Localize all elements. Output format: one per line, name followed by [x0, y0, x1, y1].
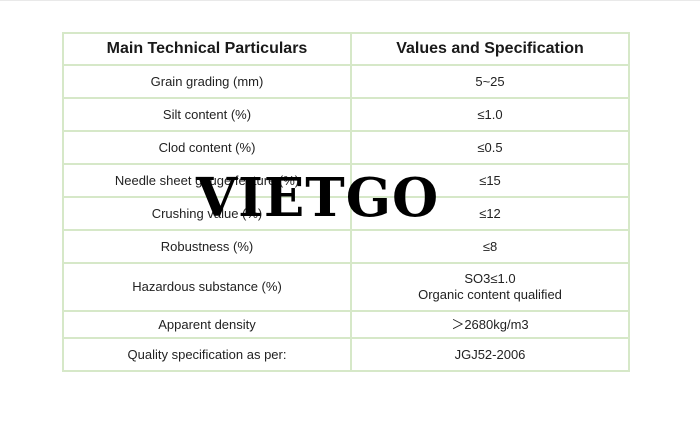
param-cell: Hazardous substance (%)	[62, 262, 352, 312]
header-values: Values and Specification	[350, 32, 630, 66]
technical-specification-table: Main Technical Particulars Values and Sp…	[62, 32, 630, 372]
table-row: Grain grading (mm) 5~25	[62, 64, 630, 99]
table-row: Clod content (%) ≤0.5	[62, 130, 630, 165]
value-cell: ≤12	[350, 196, 630, 231]
header-particulars: Main Technical Particulars	[62, 32, 352, 66]
param-cell: Clod content (%)	[62, 130, 352, 165]
value-cell: ≤1.0	[350, 97, 630, 132]
table-row: Needle sheet gauge feature (%) ≤15	[62, 163, 630, 198]
param-cell: Silt content (%)	[62, 97, 352, 132]
table-row: Robustness (%) ≤8	[62, 229, 630, 264]
table-header-row: Main Technical Particulars Values and Sp…	[62, 32, 630, 66]
value-line: SO3≤1.0	[464, 271, 516, 286]
value-cell: ≤0.5	[350, 130, 630, 165]
value-cell: SO3≤1.0 Organic content qualified	[350, 262, 630, 312]
value-line: Organic content qualified	[418, 287, 562, 302]
value-cell: ≤8	[350, 229, 630, 264]
table-row: Crushing value (%) ≤12	[62, 196, 630, 231]
param-cell: Grain grading (mm)	[62, 64, 352, 99]
value-cell: ＞2680kg/m3	[350, 310, 630, 339]
param-cell: Quality specification as per:	[62, 337, 352, 372]
param-cell: Robustness (%)	[62, 229, 352, 264]
table-row: Silt content (%) ≤1.0	[62, 97, 630, 132]
top-divider	[0, 0, 700, 1]
table-row: Hazardous substance (%) SO3≤1.0 Organic …	[62, 262, 630, 312]
param-cell: Needle sheet gauge feature (%)	[62, 163, 352, 198]
table-row: Quality specification as per: JGJ52-2006	[62, 337, 630, 372]
param-cell: Crushing value (%)	[62, 196, 352, 231]
value-cell: ≤15	[350, 163, 630, 198]
table-row: Apparent density ＞2680kg/m3	[62, 310, 630, 339]
param-cell: Apparent density	[62, 310, 352, 339]
value-cell: 5~25	[350, 64, 630, 99]
value-cell: JGJ52-2006	[350, 337, 630, 372]
